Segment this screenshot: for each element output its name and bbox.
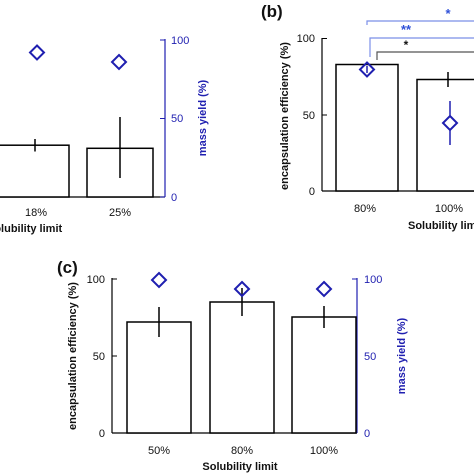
panel-a-chart: 100 50 0 mass yield (%) 18% 25% Solubili…	[0, 35, 209, 235]
panel-b-chart: (b) * ** * 100 50 0 encapsulation effici…	[261, 2, 474, 232]
panel-b-bar	[416, 78, 474, 192]
panel-c-right-axis-label: mass yield (%)	[396, 317, 408, 394]
panel-b-y-tick-label: 0	[309, 186, 315, 198]
panel-a-x-tick-label: 18%	[25, 207, 47, 219]
panel-a-right-tick-label: 0	[171, 192, 177, 204]
panel-c-x-tick-label: 50%	[148, 445, 170, 457]
panel-c-bar	[126, 321, 192, 434]
panel-a-mass-yield-marker	[28, 44, 46, 61]
panel-a-x-axis-label: Solubility limit	[0, 223, 63, 235]
panel-c-y-tick-label: 50	[93, 351, 105, 363]
panel-c-chart: (c) 100 50 0 encapsulation efficiency (%…	[57, 258, 408, 473]
panel-b-sig-mark: *	[445, 6, 451, 21]
panel-c-y-tick-label: 0	[99, 428, 105, 440]
panel-c-y-axis-label: encapsulation efficiency (%)	[67, 282, 79, 430]
panel-a-mass-yield-marker	[110, 53, 128, 71]
panel-a-right-axis-label: mass yield (%)	[197, 79, 209, 156]
panel-b-mass-yield-marker	[358, 61, 376, 78]
panel-b-x-axis-label: Solubility limit	[408, 220, 474, 232]
panel-c-x-tick-label: 80%	[231, 445, 253, 457]
panel-a-right-tick-label: 100	[171, 35, 189, 47]
panel-c-x-axis-label: Solubility limit	[202, 461, 278, 473]
panel-b-label: (b)	[261, 2, 283, 21]
panel-c-y-tick-label: 100	[87, 274, 105, 286]
panel-b-y-axis-label: encapsulation efficiency (%)	[279, 42, 291, 190]
panel-c-bar	[209, 301, 275, 434]
panel-b-sig-bracket	[376, 51, 474, 60]
panel-b-sig-bracket	[369, 37, 474, 57]
panel-c-mass-yield-marker	[233, 280, 251, 298]
panel-a-right-tick-label: 50	[171, 113, 183, 125]
panel-c-bar	[291, 316, 357, 434]
panel-c-right-tick-label: 0	[364, 428, 370, 440]
panel-b-sig-bracket	[366, 20, 474, 25]
panel-b-y-tick-label: 50	[303, 110, 315, 122]
panel-c-label: (c)	[57, 258, 78, 277]
panel-a-x-tick-label: 25%	[109, 207, 131, 219]
panel-b-sig-mark: **	[401, 22, 412, 37]
panel-c-mass-yield-marker	[315, 280, 333, 298]
panel-b-y-tick-label: 100	[297, 33, 315, 45]
panel-b-x-tick-label: 100%	[435, 203, 463, 215]
panel-c-x-tick-label: 100%	[310, 445, 338, 457]
panel-b-sig-mark: *	[404, 38, 409, 52]
panel-b-bar	[335, 63, 399, 192]
panel-a-bar	[0, 144, 70, 198]
panel-b-x-tick-label: 80%	[354, 203, 376, 215]
panel-c-mass-yield-marker	[150, 271, 168, 289]
panel-c-right-tick-label: 50	[364, 351, 376, 363]
panel-b-mass-yield-marker	[441, 114, 459, 132]
panel-c-right-tick-label: 100	[364, 274, 382, 286]
